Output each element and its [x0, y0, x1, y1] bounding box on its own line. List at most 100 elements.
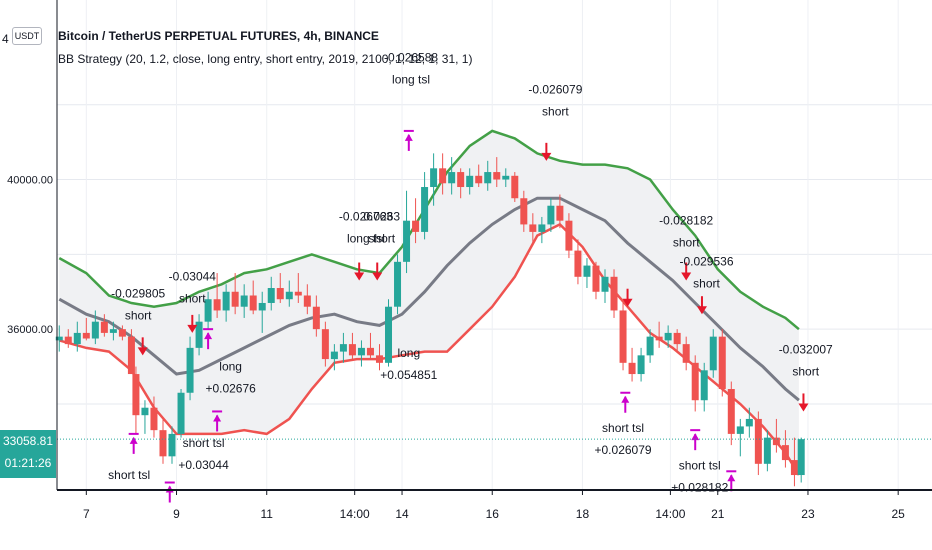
candle [619, 302, 627, 371]
candle-body [339, 344, 347, 352]
candle-body [529, 224, 537, 232]
candle [610, 269, 618, 318]
candle [168, 426, 176, 464]
candle-body [538, 224, 546, 232]
short-signal-arrow [187, 314, 198, 333]
candle-body [240, 295, 248, 307]
candle [213, 273, 221, 318]
annotation-text: -0.028182 [659, 213, 713, 227]
annotation-text: short tsl [679, 458, 721, 472]
x-tick-label: 25 [891, 507, 905, 521]
candle [64, 329, 72, 348]
indicator-legend[interactable]: BB Strategy (20, 1.2, close, long entry,… [58, 52, 473, 66]
candle-body [745, 418, 753, 427]
annotation-text: 0.0263 [363, 210, 400, 224]
candle-body [619, 310, 627, 363]
candle [583, 258, 591, 289]
candle [457, 168, 465, 199]
candle-body [547, 205, 555, 225]
candle [385, 299, 393, 367]
short-signal-arrow [541, 142, 552, 161]
candle-body [763, 437, 771, 464]
candle-body [457, 172, 465, 188]
bar-countdown: 01:21:26 [4, 456, 52, 471]
trade-annotation: -0.032007 short [779, 342, 833, 378]
candle-body [520, 198, 528, 225]
arrow-head [541, 152, 552, 161]
x-tick-label: 14:00 [655, 507, 685, 521]
candle [150, 396, 158, 438]
candle-body [700, 370, 708, 401]
short-signal-arrow [354, 262, 365, 281]
candle-body [186, 347, 194, 393]
trade-annotation: short tsl [108, 468, 150, 482]
candle-body [475, 175, 483, 184]
x-tick-label: 11 [260, 507, 273, 521]
candle-body [195, 321, 203, 348]
candle [475, 164, 483, 188]
candle [73, 321, 81, 352]
annotation-text: short [673, 235, 700, 249]
y-axis-ticks: 40000.00 36000.00 [7, 175, 53, 337]
candle-body [493, 172, 501, 180]
candle-body [249, 295, 257, 311]
arrow-head [681, 272, 692, 281]
candle [466, 168, 474, 195]
candle [412, 198, 420, 244]
candle [55, 325, 63, 352]
candle-body [330, 351, 338, 360]
candle [186, 336, 194, 401]
long-signal-arrow [128, 432, 139, 454]
candle-body [132, 374, 140, 416]
candle [91, 310, 99, 345]
arrow-head [187, 324, 198, 333]
trade-annotation: -0.029536 short [679, 255, 733, 291]
candle-body [258, 302, 266, 311]
short-signal-arrow [798, 393, 809, 412]
candle [303, 284, 311, 315]
short-signal-arrow [372, 262, 383, 281]
annotation-text: -0.03044 [169, 270, 217, 284]
trade-annotation: long +0.02676 [205, 359, 256, 395]
trade-annotation: -0.026079 short [528, 83, 582, 119]
candle [727, 381, 735, 446]
long-signal-arrow [620, 391, 631, 413]
candle-body [213, 299, 221, 311]
short-signal-arrow [696, 296, 707, 315]
candle-body [502, 175, 510, 180]
trade-annotation: -0.028182 short [659, 213, 713, 249]
last-price-label: 33058.81 01:21:26 [0, 430, 56, 479]
candle-body [673, 332, 681, 345]
candle-body [159, 430, 167, 457]
currency-badge[interactable]: USDT [12, 27, 42, 45]
candle-body [583, 265, 591, 277]
candle [574, 239, 582, 285]
annotation-text: short [368, 232, 395, 246]
arrow-head [691, 433, 700, 441]
candle-body [610, 276, 618, 311]
candle [484, 160, 492, 191]
candle [222, 284, 230, 322]
candle-body [736, 426, 744, 434]
trade-annotation: short tsl +0.03044 [178, 436, 229, 472]
long-signal-arrow [690, 429, 701, 451]
short-signal-arrow [622, 288, 633, 307]
annotation-text: long [219, 359, 242, 373]
candle [547, 198, 555, 232]
annotation-text: -0.032007 [779, 342, 833, 356]
long-signal-arrow [403, 129, 414, 151]
long-signal-arrow [164, 481, 175, 503]
y-axis-top-tick: 4 [2, 32, 9, 46]
trade-annotation: -0.026763 long tsl [339, 210, 393, 246]
candle [421, 172, 429, 240]
symbol-title[interactable]: Bitcoin / TetherUS PERPETUAL FUTURES, 4h… [58, 29, 379, 43]
x-tick-label: 9 [173, 507, 180, 521]
arrow-head [129, 436, 138, 444]
annotation-text: long tsl [392, 73, 430, 87]
candle [763, 430, 771, 472]
candle [330, 344, 338, 371]
candle [538, 216, 546, 244]
bollinger-band-fill [59, 130, 799, 475]
candle [394, 254, 402, 315]
